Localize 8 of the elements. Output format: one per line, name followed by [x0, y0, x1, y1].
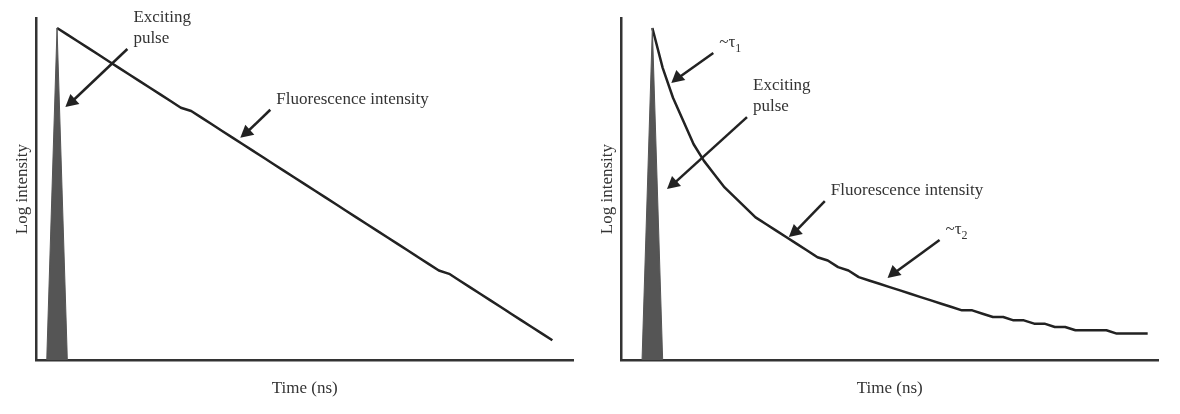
x-axis-title: Time (ns) — [271, 378, 338, 398]
y-axis-title: Log intensity — [596, 143, 616, 235]
annotation: Fluorescence intensity — [830, 180, 984, 200]
annotation: Exciting pulse — [133, 6, 192, 47]
annotation: Exciting pulse — [753, 75, 812, 116]
x-axis-title: Time (ns) — [856, 378, 923, 398]
annotation: Fluorescence intensity — [276, 88, 430, 108]
y-axis-title: Log intensity — [11, 143, 31, 235]
